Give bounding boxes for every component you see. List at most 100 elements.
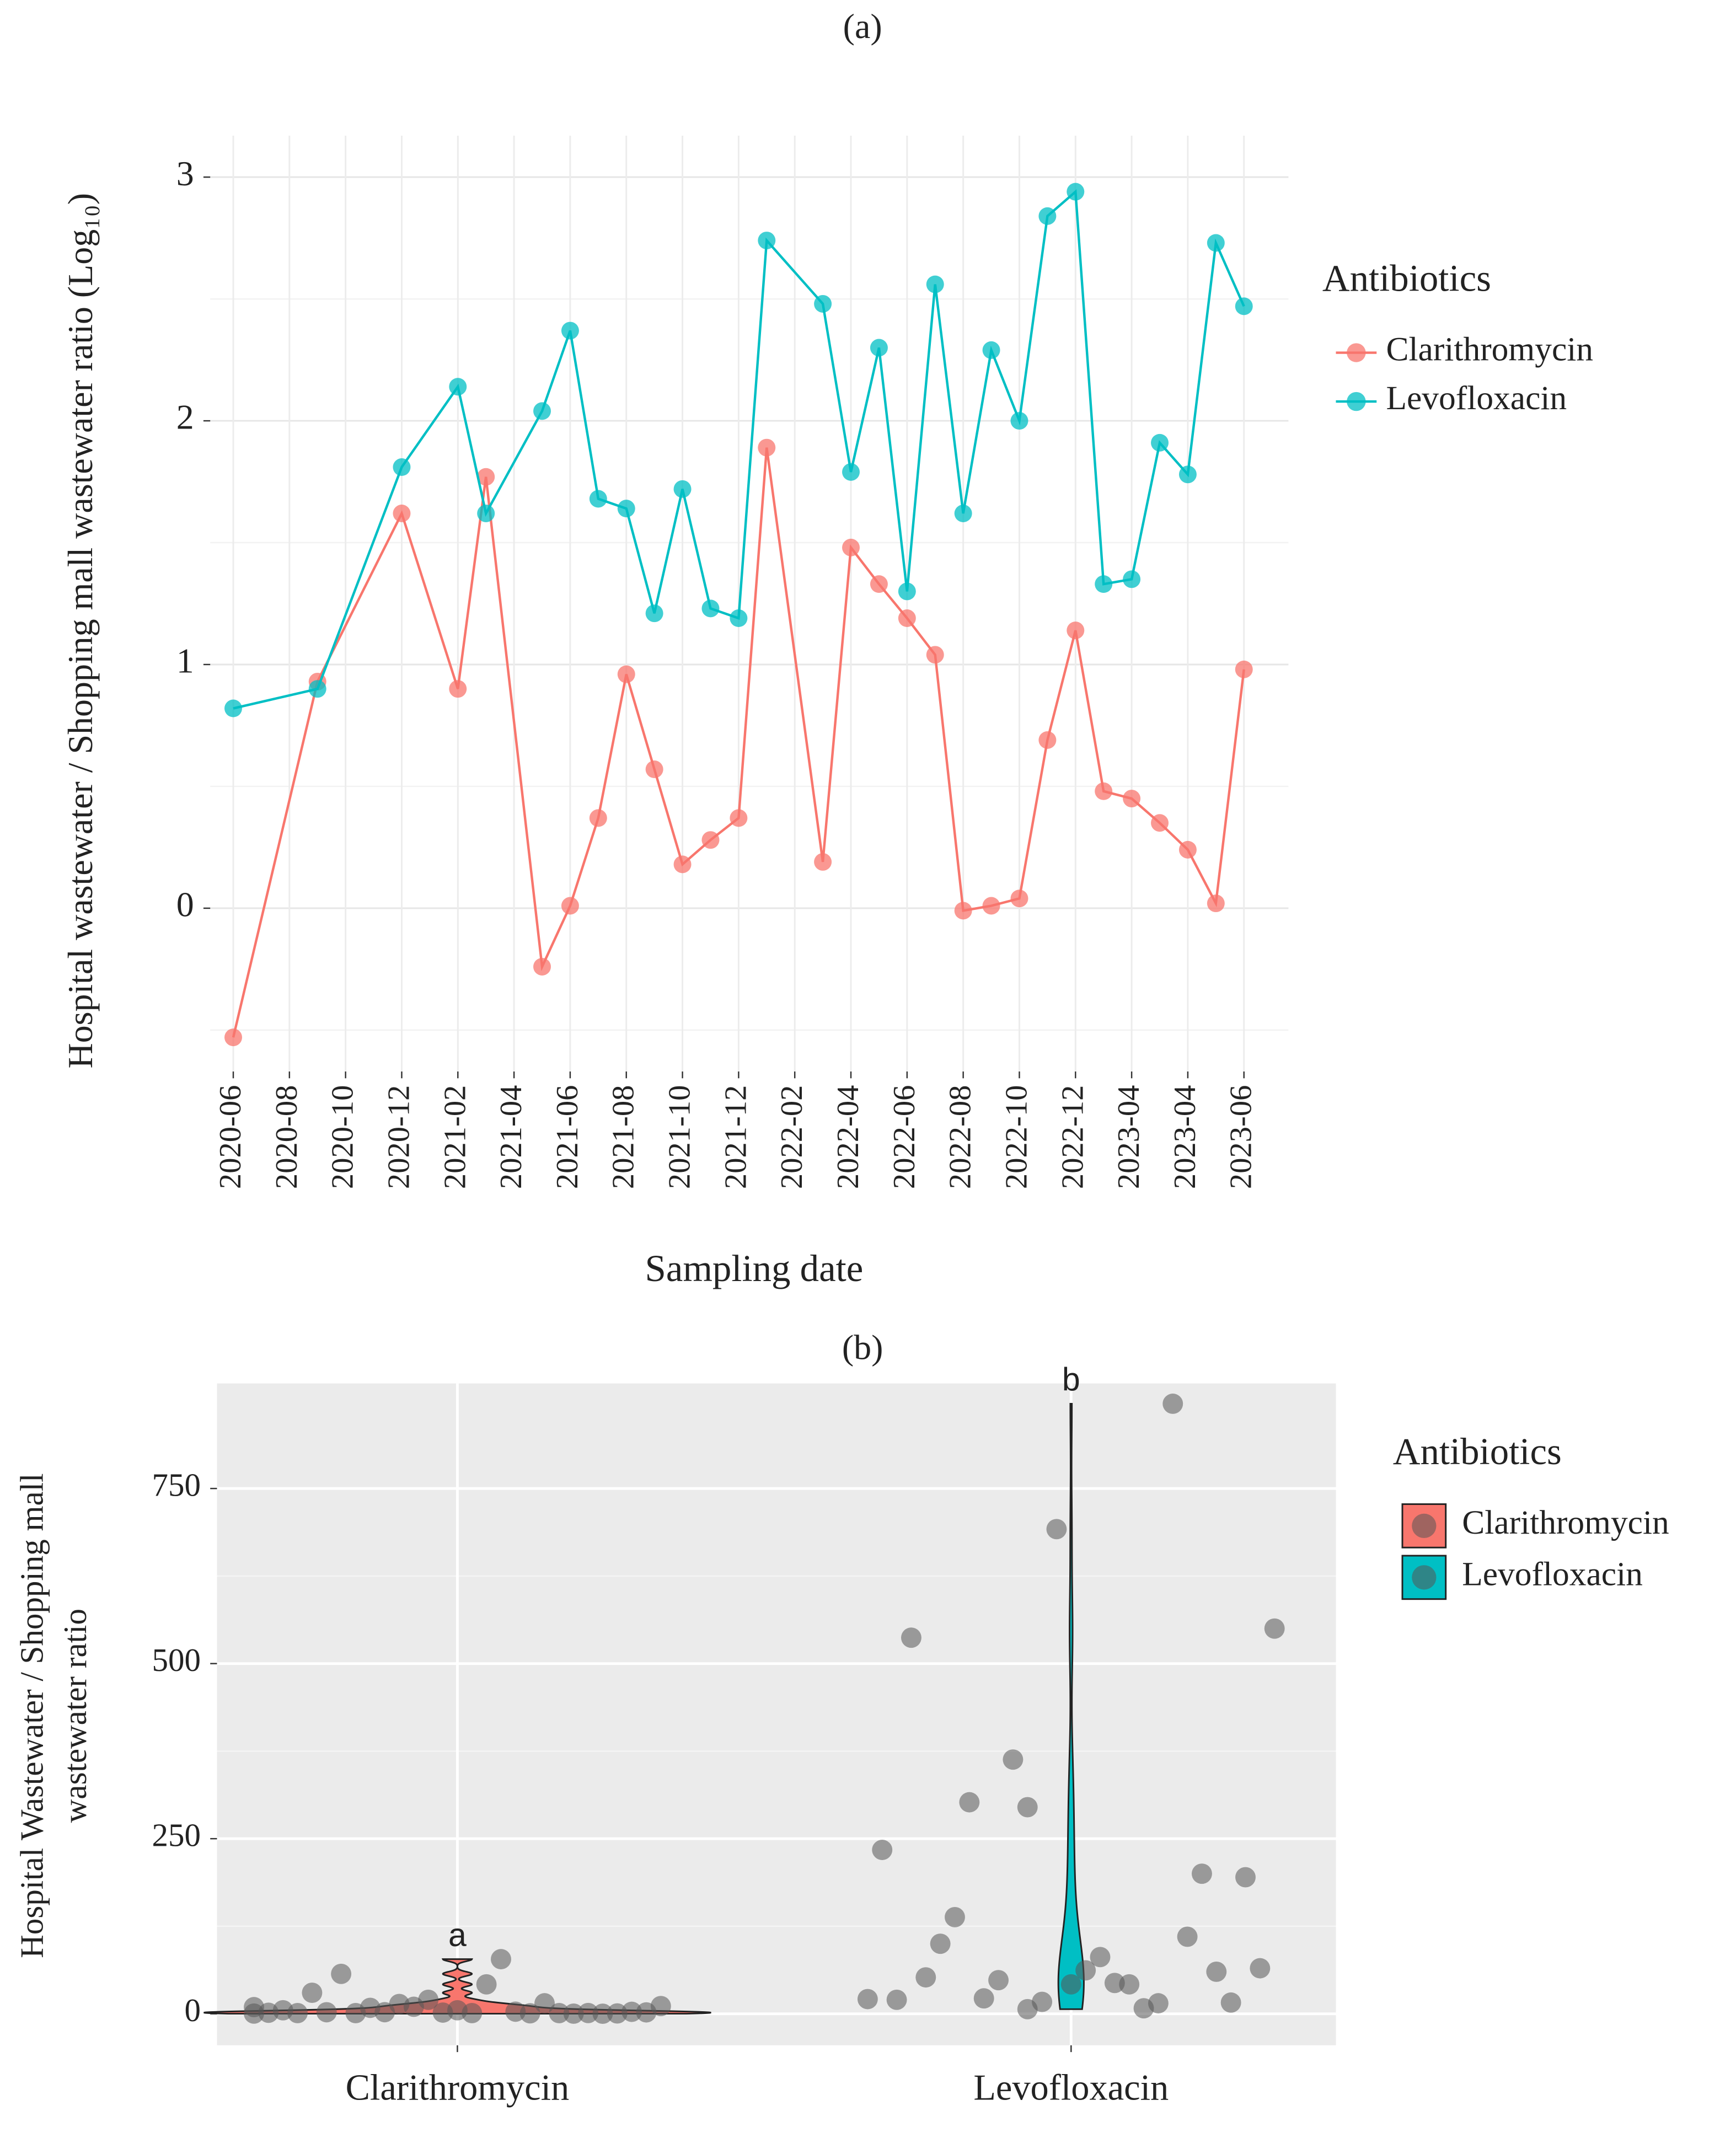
x-tick-label: 2021-10: [663, 1085, 697, 1189]
point: [1220, 1992, 1241, 2013]
y-tick-label: 250: [152, 1817, 201, 1853]
point: [549, 2002, 570, 2023]
legend-title: Antibiotics: [1322, 257, 1491, 299]
point: [534, 1993, 555, 2014]
point: [1067, 183, 1085, 201]
point: [476, 1974, 497, 1995]
legend-key: [1347, 392, 1366, 411]
legend-label: Levofloxacin: [1386, 379, 1567, 417]
legend-title: Antibiotics: [1393, 1431, 1562, 1472]
point: [308, 680, 326, 698]
point: [1178, 465, 1197, 484]
point: [272, 2000, 293, 2021]
point: [563, 2003, 584, 2024]
point: [1123, 790, 1141, 808]
point: [533, 402, 551, 420]
point: [621, 2001, 642, 2022]
x-tick-label: 2020-12: [382, 1085, 416, 1189]
point: [842, 463, 860, 481]
point: [1192, 1863, 1212, 1884]
point: [730, 809, 748, 827]
point: [302, 1983, 323, 2003]
point: [1151, 433, 1169, 452]
point: [1207, 234, 1225, 252]
point: [1235, 297, 1253, 315]
point: [1177, 1926, 1198, 1947]
legend-label: Clarithromycin: [1386, 331, 1593, 368]
point: [758, 232, 776, 250]
point: [1235, 660, 1253, 678]
point: [926, 275, 944, 293]
point: [730, 609, 748, 628]
x-tick-label: 2022-06: [887, 1085, 921, 1189]
point: [617, 500, 635, 518]
point: [701, 831, 720, 849]
x-tick-label: 2020-06: [213, 1085, 248, 1189]
panel-b-title: (b): [842, 1327, 883, 1367]
point: [930, 1933, 951, 1954]
point: [645, 760, 663, 779]
point: [1123, 570, 1141, 588]
point: [1148, 1993, 1169, 2014]
point: [533, 957, 551, 976]
y-tick-label: 500: [152, 1642, 201, 1678]
point: [886, 1989, 907, 2010]
x-tick-label: 2020-10: [326, 1085, 360, 1189]
point: [701, 599, 720, 618]
point: [872, 1840, 893, 1860]
point: [331, 1963, 352, 1984]
y-axis-label: Hospital wastewater / Shopping mall wast…: [61, 193, 100, 1069]
point: [650, 1996, 671, 2017]
x-tick-label: 2021-04: [494, 1085, 528, 1189]
point: [982, 341, 1000, 359]
x-tick-label: 2022-10: [999, 1085, 1033, 1189]
point: [1235, 1867, 1256, 1888]
y-tick-label: 750: [152, 1467, 201, 1503]
x-tick-label: 2023-06: [1224, 1085, 1258, 1189]
point: [1095, 782, 1113, 800]
point: [345, 2002, 366, 2023]
point: [988, 1970, 1009, 1991]
y-tick-label: 3: [176, 154, 194, 193]
legend-key: [1347, 343, 1366, 362]
point: [432, 2002, 453, 2023]
y-tick-label: 0: [184, 1992, 201, 2028]
x-tick-label: 2021-08: [607, 1085, 641, 1189]
point: [1003, 1749, 1024, 1770]
point: [814, 294, 832, 313]
legend-label: Clarithromycin: [1462, 1504, 1669, 1541]
point: [857, 1989, 878, 2010]
point: [645, 604, 663, 623]
point: [1046, 1519, 1067, 1540]
point: [814, 853, 832, 871]
point: [1119, 1974, 1140, 1995]
violin: [203, 1958, 711, 2015]
point: [870, 339, 888, 357]
point: [1151, 814, 1169, 832]
point: [477, 468, 495, 486]
x-tick-label: 2023-04: [1168, 1085, 1202, 1189]
point: [901, 1627, 921, 1648]
point: [1038, 207, 1057, 225]
y-axis-label: Hospital Wastewater / Shopping mall: [13, 1474, 50, 1958]
point: [1067, 622, 1085, 640]
x-tick-label: 2022-12: [1055, 1085, 1090, 1189]
point: [1207, 894, 1225, 913]
point: [1038, 731, 1057, 749]
panel-a-title: (a): [843, 7, 882, 46]
x-tick-label: 2022-04: [831, 1085, 865, 1189]
point: [898, 609, 916, 628]
point: [316, 2002, 337, 2023]
point: [973, 1988, 994, 2009]
x-tick-label: 2021-02: [438, 1085, 472, 1189]
point: [592, 2003, 613, 2024]
point: [982, 897, 1000, 915]
legend-key: [1412, 1513, 1437, 1539]
point: [945, 1906, 965, 1927]
x-tick-label: Clarithromycin: [346, 2068, 570, 2108]
point: [224, 1028, 242, 1047]
point: [954, 902, 972, 920]
x-tick-label: Levofloxacin: [973, 2068, 1169, 2108]
